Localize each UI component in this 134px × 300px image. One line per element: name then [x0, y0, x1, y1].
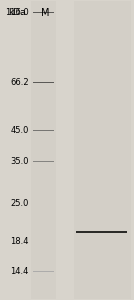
Text: 35.0: 35.0: [10, 157, 29, 166]
Bar: [33, 271, 54, 272]
Text: 66.2: 66.2: [10, 78, 29, 87]
Bar: [74, 1, 131, 299]
Bar: [33, 130, 54, 131]
Bar: [33, 241, 54, 242]
Bar: [31, 1, 56, 299]
Bar: [76, 231, 127, 233]
Text: 18.4: 18.4: [10, 237, 29, 246]
Bar: [33, 161, 54, 162]
Text: 25.0: 25.0: [11, 199, 29, 208]
Text: M: M: [41, 8, 49, 19]
Bar: [33, 82, 54, 83]
Text: 45.0: 45.0: [11, 126, 29, 135]
Text: 116.0: 116.0: [5, 8, 29, 17]
Text: kDa: kDa: [8, 8, 25, 17]
Text: 14.4: 14.4: [11, 267, 29, 276]
